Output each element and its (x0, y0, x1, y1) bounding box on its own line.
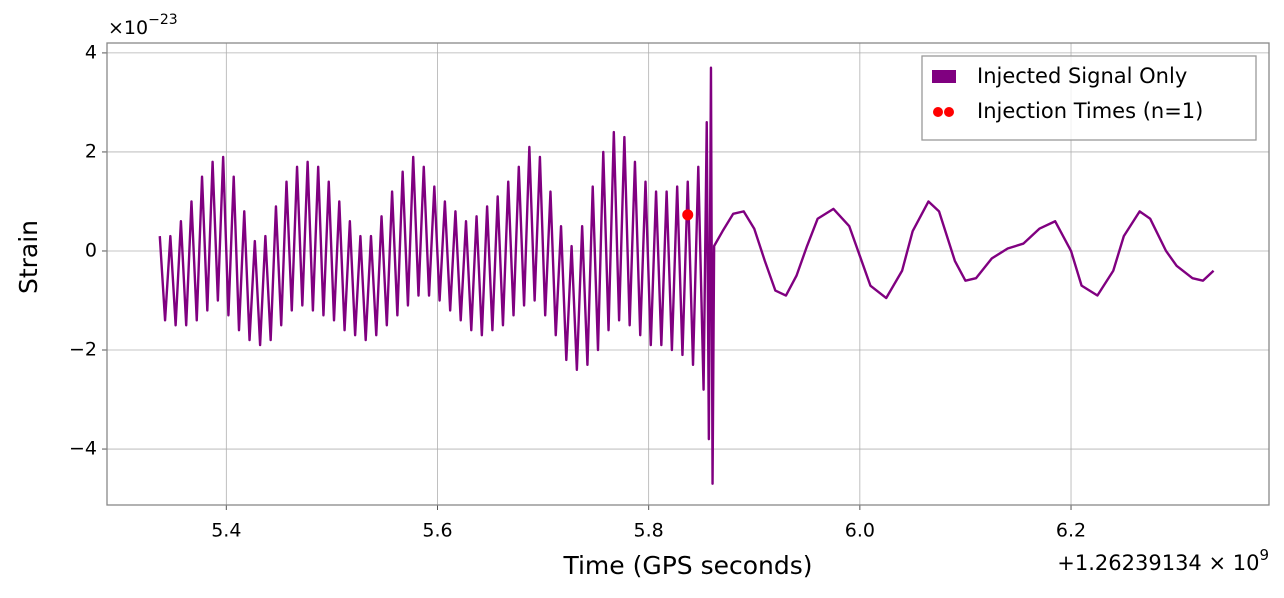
y-tick-label: 4 (85, 41, 97, 63)
x-offset-label: +1.26239134 × 109 (1057, 546, 1269, 576)
legend-label: Injection Times (n=1) (977, 99, 1203, 123)
legend-marker (933, 107, 943, 117)
y-tick-label: −4 (69, 438, 97, 460)
x-offset-prefix: +1.26239134 × 10 (1057, 551, 1259, 575)
x-tick-label: 6.2 (1056, 520, 1086, 542)
x-tick-label: 5.4 (211, 520, 241, 542)
y-tick-label: 2 (85, 140, 97, 162)
y-tick-label: −2 (69, 339, 97, 361)
y-offset-label: ×10−23 (108, 12, 178, 39)
y-offset-exponent: −23 (148, 12, 178, 28)
signal-line (158, 66, 1215, 485)
y-offset-base: ×10 (108, 17, 148, 39)
x-offset-exponent: 9 (1259, 546, 1269, 564)
y-axis-label: Strain (14, 220, 43, 294)
x-tick-label: 5.6 (422, 520, 452, 542)
legend-patch (932, 70, 956, 83)
legend-box (921, 55, 1257, 141)
x-tick-label: 6.0 (845, 520, 875, 542)
x-tick-label: 5.8 (634, 520, 664, 542)
x-axis-label: Time (GPS seconds) (562, 551, 812, 580)
legend-label: Injected Signal Only (977, 64, 1187, 88)
plot-frame (106, 42, 1270, 506)
legend-marker (944, 107, 954, 117)
y-tick-label: 0 (85, 239, 97, 261)
injection-point (682, 209, 694, 221)
